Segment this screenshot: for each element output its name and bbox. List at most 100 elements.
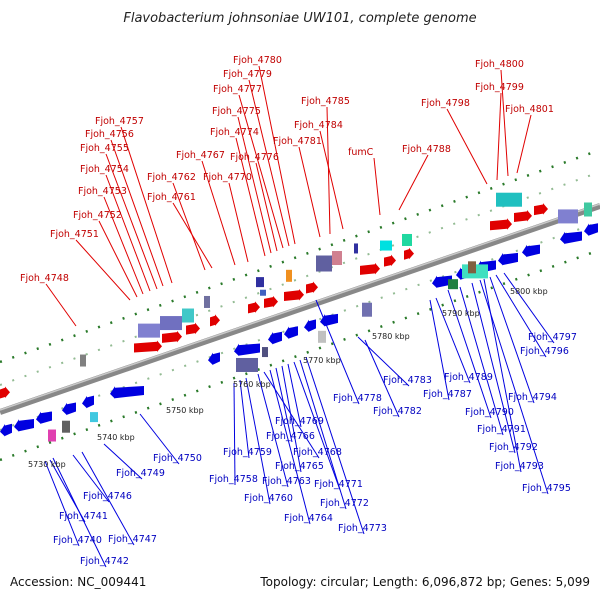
forward-gene-label[interactable]: Fjoh_4753	[78, 186, 127, 197]
gene-feature-box[interactable]	[558, 209, 578, 224]
reverse-gene-arrow[interactable]	[584, 223, 598, 236]
forward-gene-arrow[interactable]	[264, 295, 278, 308]
gene-feature-box[interactable]	[448, 279, 458, 290]
reverse-gene-label[interactable]: Fjoh_4793	[495, 461, 544, 472]
reverse-gene-label[interactable]: Fjoh_4765	[275, 461, 324, 472]
reverse-gene-arrow[interactable]	[304, 319, 316, 333]
reverse-gene-arrow[interactable]	[62, 402, 76, 416]
reverse-gene-arrow[interactable]	[522, 244, 540, 258]
gene-feature-box[interactable]	[256, 277, 264, 288]
forward-gene-label[interactable]: Fjoh_4762	[147, 172, 196, 183]
forward-gene-arrow[interactable]	[284, 288, 304, 301]
reverse-gene-label[interactable]: Fjoh_4747	[108, 534, 157, 545]
gene-feature-box[interactable]	[584, 202, 592, 217]
reverse-gene-label[interactable]: Fjoh_4790	[465, 407, 514, 418]
reverse-gene-label[interactable]: Fjoh_4758	[209, 474, 258, 485]
forward-gene-label[interactable]: Fjoh_4801	[505, 104, 554, 115]
reverse-gene-label[interactable]: Fjoh_4763	[262, 476, 311, 487]
reverse-gene-label[interactable]: Fjoh_4791	[477, 424, 526, 435]
forward-gene-arrow[interactable]	[384, 254, 396, 267]
gene-feature-box[interactable]	[160, 316, 182, 331]
forward-gene-label[interactable]: Fjoh_4779	[223, 69, 272, 80]
gene-feature-box[interactable]	[332, 251, 342, 266]
forward-gene-label[interactable]: Fjoh_4761	[147, 192, 196, 203]
gene-feature-box[interactable]	[262, 347, 268, 358]
gene-feature-box[interactable]	[260, 289, 266, 296]
forward-gene-label[interactable]: Fjoh_4776	[230, 152, 279, 163]
reverse-gene-arrow[interactable]	[284, 326, 298, 339]
gene-feature-box[interactable]	[402, 233, 412, 246]
reverse-gene-label[interactable]: Fjoh_4778	[333, 393, 382, 404]
reverse-gene-label[interactable]: Fjoh_4783	[383, 375, 432, 386]
forward-gene-arrow[interactable]	[210, 314, 220, 327]
forward-gene-label[interactable]: Fjoh_4770	[203, 172, 252, 183]
reverse-gene-arrow[interactable]	[110, 386, 144, 399]
reverse-gene-arrow[interactable]	[498, 252, 518, 266]
gene-feature-box[interactable]	[138, 323, 160, 338]
reverse-gene-label[interactable]: Fjoh_4741	[59, 511, 108, 522]
forward-gene-label[interactable]: Fjoh_4785	[301, 96, 350, 107]
gene-feature-box[interactable]	[318, 330, 326, 343]
forward-gene-label[interactable]: Fjoh_4781	[273, 136, 322, 147]
forward-gene-label[interactable]: Fjoh_4798	[421, 98, 470, 109]
forward-gene-arrow[interactable]	[534, 203, 548, 216]
gene-feature-box[interactable]	[48, 429, 56, 442]
forward-gene-label[interactable]: Fjoh_4788	[402, 144, 451, 155]
forward-gene-arrow[interactable]	[360, 262, 380, 275]
reverse-gene-label[interactable]: Fjoh_4740	[53, 535, 102, 546]
gene-feature-box[interactable]	[62, 420, 70, 433]
gene-feature-box[interactable]	[286, 269, 292, 282]
gene-feature-box[interactable]	[236, 357, 258, 372]
forward-gene-label[interactable]: fumC	[348, 147, 374, 158]
reverse-gene-label[interactable]: Fjoh_4749	[116, 468, 165, 479]
reverse-gene-label[interactable]: Fjoh_4782	[373, 406, 422, 417]
gene-feature-box[interactable]	[204, 295, 210, 308]
forward-gene-label[interactable]: Fjoh_4756	[85, 129, 134, 140]
forward-gene-label[interactable]: Fjoh_4800	[475, 59, 524, 70]
gene-feature-box[interactable]	[496, 192, 522, 207]
reverse-gene-label[interactable]: Fjoh_4742	[80, 556, 129, 567]
gene-feature-box[interactable]	[362, 302, 372, 317]
forward-gene-label[interactable]: Fjoh_4748	[20, 273, 69, 284]
reverse-gene-label[interactable]: Fjoh_4759	[223, 447, 272, 458]
reverse-gene-arrow[interactable]	[432, 275, 452, 289]
forward-gene-label[interactable]: Fjoh_4752	[73, 210, 122, 221]
forward-gene-label[interactable]: Fjoh_4774	[210, 127, 259, 138]
reverse-gene-arrow[interactable]	[82, 395, 94, 409]
reverse-gene-arrow[interactable]	[234, 343, 260, 357]
forward-gene-label[interactable]: Fjoh_4777	[213, 84, 262, 95]
reverse-gene-label[interactable]: Fjoh_4750	[153, 453, 202, 464]
reverse-gene-arrow[interactable]	[0, 423, 12, 437]
reverse-gene-label[interactable]: Fjoh_4772	[320, 498, 369, 509]
forward-gene-arrow[interactable]	[162, 330, 182, 343]
reverse-gene-arrow[interactable]	[268, 331, 282, 345]
reverse-gene-label[interactable]: Fjoh_4764	[284, 513, 333, 524]
forward-gene-arrow[interactable]	[490, 218, 512, 231]
forward-gene-arrow[interactable]	[186, 322, 200, 335]
gene-feature-box[interactable]	[182, 308, 194, 323]
forward-gene-arrow[interactable]	[0, 386, 10, 399]
gene-feature-box[interactable]	[90, 412, 98, 423]
gene-feature-box[interactable]	[316, 255, 332, 272]
gene-feature-box[interactable]	[380, 240, 392, 251]
forward-gene-arrow[interactable]	[404, 247, 414, 260]
gene-feature-box[interactable]	[80, 354, 86, 367]
forward-gene-label[interactable]: Fjoh_4757	[95, 116, 144, 127]
reverse-gene-label[interactable]: Fjoh_4789	[444, 372, 493, 383]
reverse-gene-label[interactable]: Fjoh_4773	[338, 523, 387, 534]
reverse-gene-label[interactable]: Fjoh_4787	[423, 389, 472, 400]
reverse-gene-arrow[interactable]	[208, 352, 220, 366]
reverse-gene-label[interactable]: Fjoh_4769	[275, 416, 324, 427]
reverse-gene-arrow[interactable]	[36, 411, 52, 425]
gene-feature-box[interactable]	[354, 243, 358, 254]
reverse-gene-label[interactable]: Fjoh_4792	[489, 442, 538, 453]
reverse-gene-label[interactable]: Fjoh_4760	[244, 493, 293, 504]
gene-feature-box[interactable]	[468, 261, 476, 274]
reverse-gene-label[interactable]: Fjoh_4797	[528, 332, 577, 343]
reverse-gene-label[interactable]: Fjoh_4746	[83, 491, 132, 502]
reverse-gene-label[interactable]: Fjoh_4795	[522, 483, 571, 494]
forward-gene-arrow[interactable]	[134, 340, 162, 353]
forward-gene-arrow[interactable]	[306, 281, 318, 294]
forward-gene-label[interactable]: Fjoh_4775	[212, 106, 261, 117]
forward-gene-label[interactable]: Fjoh_4755	[80, 143, 129, 154]
